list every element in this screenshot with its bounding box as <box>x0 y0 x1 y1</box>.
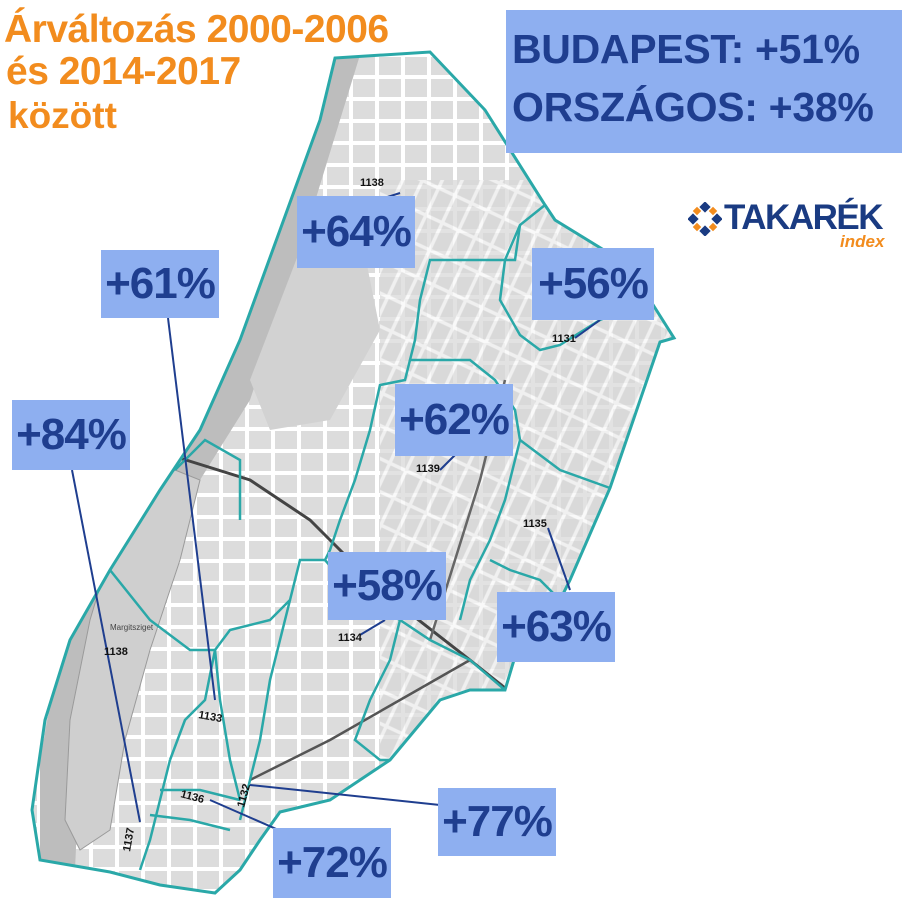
district-code-north: 1138 <box>360 177 384 189</box>
national-change: ORSZÁGOS: +38% <box>512 84 874 130</box>
logo-brand-text: TAKARÉK <box>724 198 884 237</box>
title-line-1: Árváltozás 2000-2006 <box>4 8 389 51</box>
district-code-1139: 1139 <box>416 463 440 475</box>
summary-box: BUDAPEST: +51% ORSZÁGOS: +38% <box>506 10 902 153</box>
title-line-2: és 2014-2017 <box>6 50 241 93</box>
district-code-1132: 1132 <box>235 783 253 809</box>
change-box-1138: +64% <box>297 196 415 268</box>
district-code-1135: 1135 <box>523 518 547 530</box>
change-box-1139: +62% <box>395 384 513 456</box>
district-code-island: 1138 <box>104 646 128 658</box>
change-box-1134: +58% <box>328 552 446 620</box>
takarek-logo-icon <box>688 202 722 236</box>
change-box-1133: +61% <box>101 250 219 318</box>
district-boundaries <box>109 204 651 871</box>
change-box-1135: +63% <box>497 592 615 662</box>
district-code-1136: 1136 <box>179 788 205 806</box>
budapest-change: BUDAPEST: +51% <box>512 26 860 72</box>
map-title: Árváltozás 2000-2006 és 2014-2017 között <box>4 10 389 134</box>
island-name: Margitsziget <box>110 623 154 632</box>
change-box-1137: +84% <box>12 400 130 470</box>
change-box-1131: +56% <box>532 248 654 320</box>
district-code-1133: 1133 <box>197 709 223 725</box>
title-line-3: között <box>8 95 117 136</box>
district-code-1134: 1134 <box>338 632 363 644</box>
change-box-1136: +72% <box>273 828 391 898</box>
takarek-index-logo: TAKARÉK index <box>688 196 893 256</box>
leader-lines <box>71 192 601 836</box>
logo-sub-text: index <box>840 232 885 251</box>
change-box-1132: +77% <box>438 788 556 856</box>
district-code-1131: 1131 <box>552 333 576 345</box>
district-code-1137: 1137 <box>121 827 137 853</box>
